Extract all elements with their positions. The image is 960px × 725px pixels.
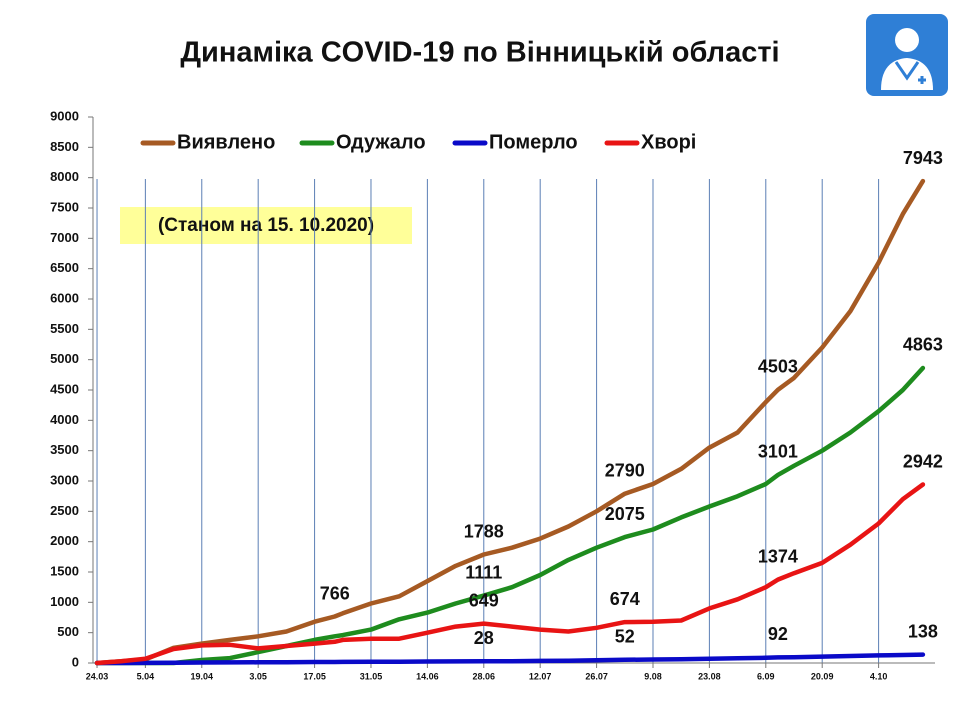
subtitle: (Станом на 15. 10.2020) (158, 215, 374, 236)
y-tick-label: 3500 (50, 442, 79, 457)
data-label: 52 (615, 627, 635, 647)
x-tick-label: 28.06 (473, 671, 496, 681)
x-tick-label: 4.10 (870, 671, 888, 681)
y-tick-label: 5500 (50, 321, 79, 336)
x-tick-label: 9.08 (644, 671, 662, 681)
data-label: 649 (469, 590, 499, 610)
x-tick-label: 24.03 (86, 671, 109, 681)
data-label: 1111 (465, 562, 502, 582)
series-line (94, 482, 926, 666)
chart-title: Динаміка COVID-19 по Вінницькій області (180, 37, 779, 69)
icon-cross (918, 76, 926, 84)
y-tick-label: 7500 (50, 199, 79, 214)
data-label: 138 (908, 621, 938, 641)
y-tick-label: 6500 (50, 260, 79, 275)
x-tick-label: 26.07 (585, 671, 608, 681)
data-label: 7943 (903, 148, 943, 168)
data-label: 28 (474, 628, 494, 648)
y-tick-label: 2500 (50, 503, 79, 518)
y-tick-label: 4000 (50, 412, 79, 427)
x-tick-label: 17.05 (303, 671, 326, 681)
legend-label: Виявлено (177, 131, 275, 153)
y-tick-label: 4500 (50, 381, 79, 396)
legend-label: Одужало (336, 131, 426, 153)
y-tick-label: 8000 (50, 169, 79, 184)
y-tick-label: 9000 (50, 108, 79, 123)
series-line (94, 652, 926, 666)
data-label: 674 (610, 589, 640, 609)
x-tick-label: 19.04 (191, 671, 214, 681)
data-label: 766 (320, 583, 350, 603)
y-tick-label: 7000 (50, 230, 79, 245)
data-label: 1374 (758, 546, 798, 566)
data-label: 1788 (464, 521, 504, 541)
data-label: 2075 (605, 504, 645, 524)
data-label: 2790 (605, 460, 645, 480)
data-label: 3101 (758, 442, 798, 462)
y-tick-label: 2000 (50, 533, 79, 548)
x-tick-label: 14.06 (416, 671, 439, 681)
x-tick-label: 20.09 (811, 671, 834, 681)
x-tick-label: 31.05 (360, 671, 383, 681)
x-tick-label: 3.05 (249, 671, 267, 681)
data-label: 92 (768, 624, 788, 644)
subtitle-box (120, 207, 412, 244)
icon-collar (894, 61, 920, 81)
legend-label: Померло (489, 131, 578, 153)
y-tick-label: 1000 (50, 594, 79, 609)
data-label: 4863 (903, 335, 943, 355)
icon-body (881, 58, 933, 90)
x-tick-label: 6.09 (757, 671, 775, 681)
x-tick-label: 12.07 (529, 671, 552, 681)
y-tick-label: 8500 (50, 139, 79, 154)
data-label: 4503 (758, 357, 798, 377)
doctor-icon (866, 14, 948, 96)
x-tick-label: 23.08 (698, 671, 721, 681)
x-tick-label: 5.04 (137, 671, 155, 681)
y-tick-label: 5000 (50, 351, 79, 366)
series-line (94, 365, 926, 666)
y-tick-label: 1500 (50, 563, 79, 578)
icon-head (895, 28, 919, 52)
y-tick-label: 0 (72, 654, 79, 669)
y-tick-label: 6000 (50, 290, 79, 305)
y-tick-label: 500 (57, 624, 79, 639)
legend-label: Хворі (641, 131, 696, 153)
data-label: 2942 (903, 451, 943, 471)
plot: 0 500 1000 1500 2000 2500 3000 3500 4000 4500 5000… (50, 108, 943, 681)
series-line (94, 178, 926, 666)
y-tick-label: 3000 (50, 472, 79, 487)
